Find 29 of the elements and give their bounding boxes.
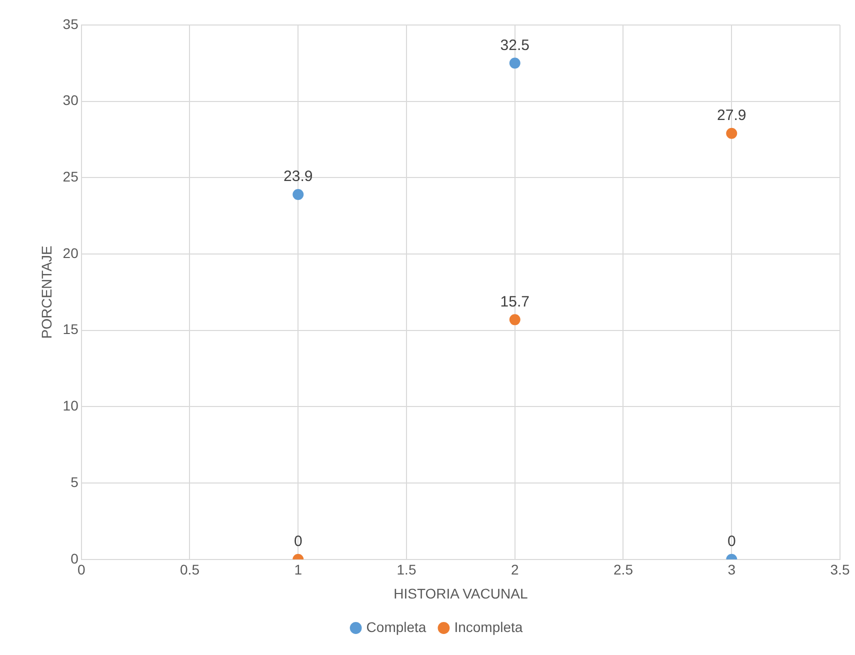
x-tick-label: 3.5: [830, 562, 850, 578]
y-tick-label: 10: [62, 398, 79, 414]
y-tick-label: 0: [70, 550, 79, 566]
y-tick-label: 25: [62, 168, 79, 185]
legend-label: Incompleta: [454, 618, 523, 635]
y-axis-title: PORCENTAJE: [38, 246, 54, 339]
data-label: 27.9: [717, 107, 746, 124]
point: [509, 58, 520, 69]
x-tick-label: 2: [510, 562, 519, 578]
point: [726, 128, 738, 139]
y-tick-label: 35: [62, 16, 79, 32]
x-axis-title: HISTORIA VACUNAL: [394, 585, 528, 602]
x-tick-label: 2.5: [614, 562, 634, 578]
data-label: 0: [727, 533, 736, 550]
x-tick-label: 1.5: [396, 562, 416, 578]
point: [292, 188, 304, 200]
x-tick-label: 3: [728, 562, 736, 578]
data-label: 0: [294, 533, 302, 550]
data-label: 23.9: [284, 168, 313, 186]
point: [509, 314, 520, 326]
y-tick-label: 15: [62, 321, 79, 338]
y-tick-label: 30: [62, 92, 79, 108]
legend-label: Completa: [366, 618, 426, 635]
x-tick-label: 0.5: [180, 562, 200, 578]
y-tick-label: 5: [70, 474, 79, 490]
y-tick-label: 20: [62, 244, 79, 261]
data-label: 32.5: [500, 36, 530, 54]
data-label: 15.7: [500, 293, 530, 310]
x-tick-label: 1: [294, 562, 302, 578]
